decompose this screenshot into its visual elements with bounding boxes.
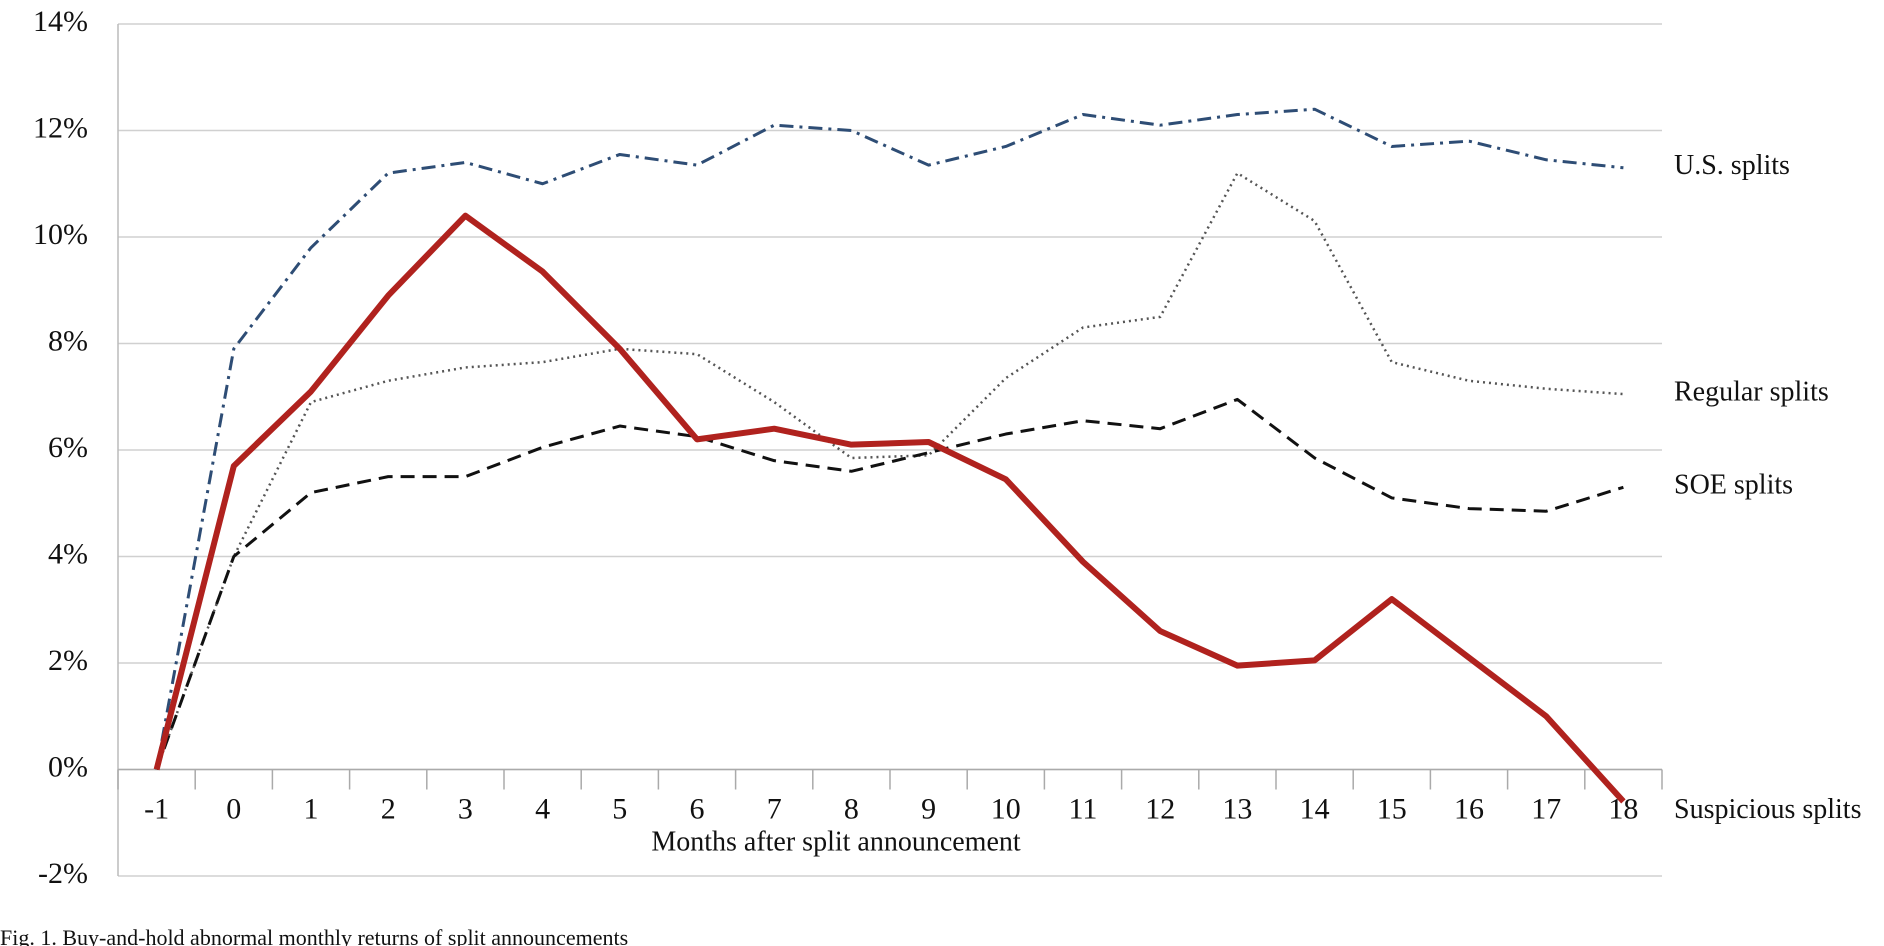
x-tick-label: 17 xyxy=(1531,792,1561,825)
y-tick-label: 10% xyxy=(33,218,88,251)
series-label: Suspicious splits xyxy=(1674,794,1861,825)
x-tick-label: 12 xyxy=(1145,792,1175,825)
x-tick-label: 15 xyxy=(1377,792,1407,825)
y-tick-label: 6% xyxy=(48,431,88,464)
x-axis-label: Months after split announcement xyxy=(651,826,1021,857)
y-tick-label: 2% xyxy=(48,644,88,677)
series-line xyxy=(155,171,1624,770)
x-tick-label: 1 xyxy=(304,792,319,825)
x-tick-label: 3 xyxy=(458,792,473,825)
x-tick-label: 9 xyxy=(921,792,936,825)
series-label: Regular splits xyxy=(1674,377,1829,408)
series-line xyxy=(155,107,1624,770)
x-tick-label: 8 xyxy=(844,792,859,825)
series-label: SOE splits xyxy=(1674,470,1793,501)
x-tick-label: 16 xyxy=(1454,792,1484,825)
x-tick-label: 4 xyxy=(535,792,550,825)
y-tick-label: -2% xyxy=(38,857,88,890)
y-tick-label: 8% xyxy=(48,324,88,357)
series-line xyxy=(153,212,1626,804)
x-tick-label: 5 xyxy=(612,792,627,825)
caption: Fig. 1. Buy-and-hold abnormal monthly re… xyxy=(0,925,628,946)
x-tick-label: -1 xyxy=(144,792,169,825)
series-label: U.S. splits xyxy=(1674,150,1790,181)
x-tick-label: 6 xyxy=(690,792,705,825)
x-tick-label: 10 xyxy=(991,792,1021,825)
y-tick-label: 4% xyxy=(48,537,88,570)
y-tick-label: 14% xyxy=(33,5,88,38)
x-tick-label: 11 xyxy=(1069,792,1098,825)
x-tick-label: 0 xyxy=(226,792,241,825)
y-tick-label: 0% xyxy=(48,750,88,783)
x-tick-label: 7 xyxy=(767,792,782,825)
x-tick-label: 13 xyxy=(1222,792,1252,825)
series-line xyxy=(155,397,1624,771)
x-tick-label: 2 xyxy=(381,792,396,825)
x-tick-label: 14 xyxy=(1300,792,1330,825)
y-tick-label: 12% xyxy=(33,111,88,144)
